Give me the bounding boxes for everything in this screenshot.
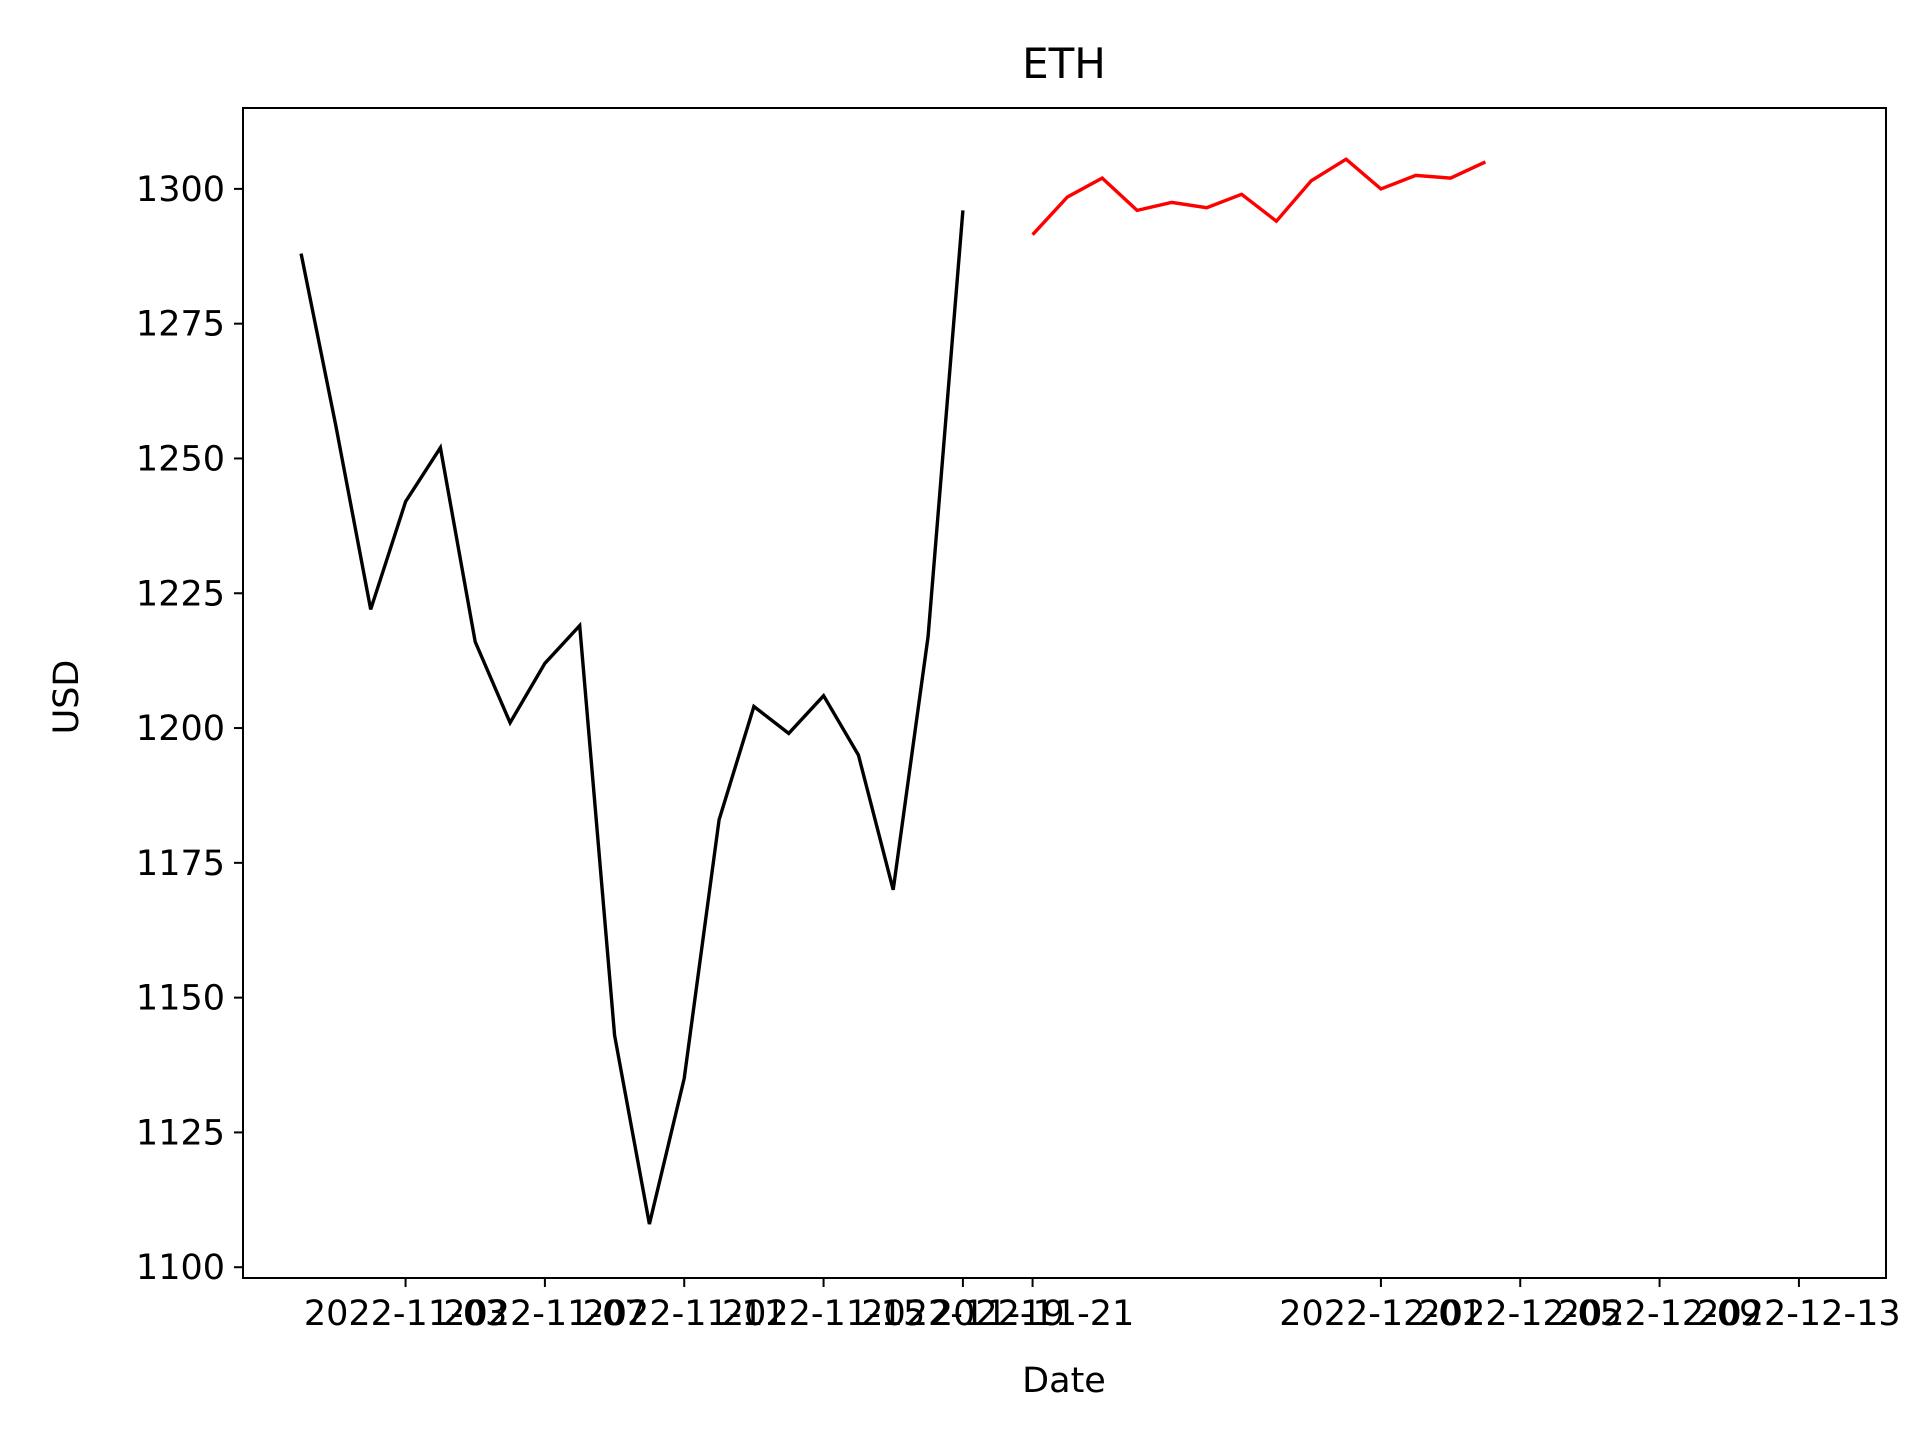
x-axis-ticks: 2022-11-032022-11-072022-11-112022-11-15… [304,1278,1901,1334]
y-tick-label: 1200 [136,709,225,749]
series-line-0 [299,210,965,1225]
x-tick-label: 2022-12-05 [1419,1294,1622,1334]
x-tick-label: 2022-12-13 [1697,1294,1900,1334]
plot-frame [242,107,1887,1279]
series-group [299,157,1487,1225]
x-axis-label: Date [1022,1361,1106,1401]
y-tick-label: 1275 [136,305,225,345]
plot-background [243,108,1886,1278]
x-tick-label: 2022-11-03 [304,1294,507,1334]
x-tick-label: 2022-11-21 [931,1294,1134,1334]
x-tick-label: 2022-11-11 [583,1294,786,1334]
y-tick-label: 1225 [136,574,225,614]
y-tick-label: 1100 [136,1248,225,1288]
series-line-1 [1031,157,1487,236]
x-tick-label: 2022-11-19 [861,1294,1064,1334]
y-tick-label: 1300 [136,170,225,210]
x-tick-label: 2022-12-01 [1279,1294,1482,1334]
y-tick-label: 1175 [136,844,225,884]
x-tick-label: 2022-11-07 [443,1294,646,1334]
y-axis-label: USD [47,660,87,735]
y-tick-label: 1125 [136,1113,225,1153]
y-tick-label: 1150 [136,979,225,1019]
x-tick-label: 2022-11-15 [722,1294,925,1334]
y-axis-ticks: 1100 1125 1150 1175 1200 1225 1250 1275 1300 [136,170,243,1288]
y-tick-label: 1250 [136,439,225,479]
chart-title: ETH [1022,39,1106,88]
x-tick-label: 2022-12-09 [1558,1294,1761,1334]
